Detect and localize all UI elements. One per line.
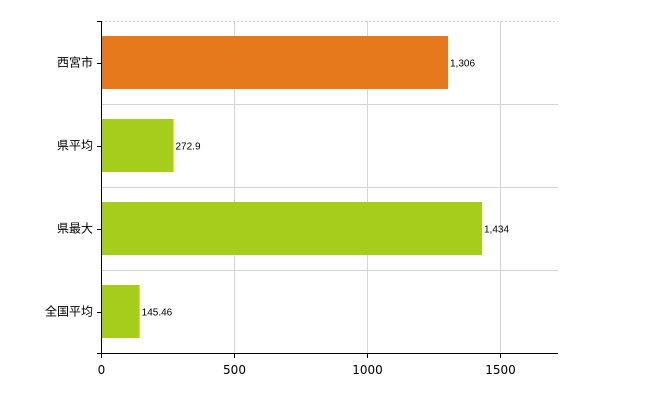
axis-layer xyxy=(97,21,558,358)
category-label-4: 全国平均 xyxy=(45,304,93,319)
category-label-2: 県平均 xyxy=(57,139,93,153)
bar-2 xyxy=(102,119,174,172)
label-layer: 1,306 西宮市 272.9 県平均 1,434 県最大 145.46 全国平均 0 500 10… xyxy=(45,55,516,378)
bar-4 xyxy=(102,285,140,338)
data-label-2: 272.9 xyxy=(176,142,201,153)
data-label-3: 1,434 xyxy=(484,225,509,236)
data-label-4: 145.46 xyxy=(142,308,173,319)
data-label-1: 1,306 xyxy=(450,59,475,70)
bar-layer xyxy=(102,36,483,338)
category-label-3: 県最大 xyxy=(57,222,93,236)
x-tick-label-4: 1500 xyxy=(485,363,516,377)
x-tick-label-3: 1000 xyxy=(352,363,383,377)
x-tick-label-1: 0 xyxy=(98,363,106,377)
bar-1 xyxy=(102,36,449,89)
x-tick-label-2: 500 xyxy=(223,363,246,377)
bar-3 xyxy=(102,202,483,255)
category-label-1: 西宮市 xyxy=(57,55,93,70)
